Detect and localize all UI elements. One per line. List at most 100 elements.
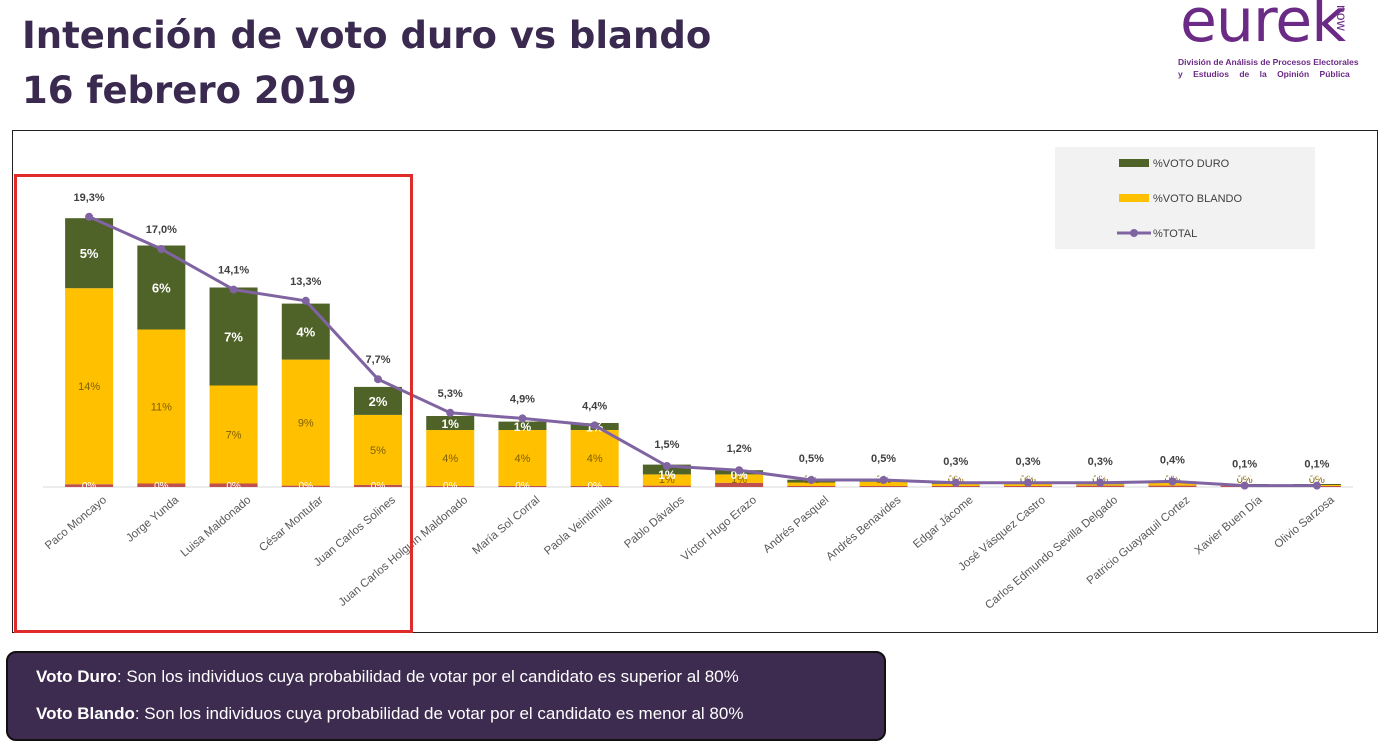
title-line-2: 16 febrero 2019 <box>22 69 357 112</box>
legend-box <box>1055 147 1315 249</box>
total-line <box>88 215 1317 488</box>
x-tick-label: Olivio Sarzosa <box>1272 494 1337 551</box>
voto-blando-label: 7% <box>226 430 242 442</box>
definition-voto-duro: Voto Duro: Son los individuos cuya proba… <box>36 667 739 687</box>
x-tick-label: Andrés Benavides <box>824 494 903 563</box>
chart-frame: 0% 14% 5% 0% 11% 6% 0% 7% 7% 0% 9% 4% 0% 5% 2% 0% 4% 1% 0%… <box>12 130 1378 633</box>
voto-duro-label: 0% <box>1236 468 1254 482</box>
definition-voto-blando: Voto Blando: Son los individuos cuya pro… <box>36 704 743 724</box>
total-point <box>590 421 599 430</box>
x-tick-label: Víctor Hugo Erazo <box>679 494 759 564</box>
legend-label-total: %TOTAL <box>1153 228 1197 240</box>
x-tick-label: Paola Veintimilla <box>542 494 615 558</box>
total-label: 5,3% <box>438 388 463 400</box>
vote-intention-chart: 0% 14% 5% 0% 11% 6% 0% 7% 7% 0% 9% 4% 0% 5% 2% 0% 4% 1% 0%… <box>43 147 1353 612</box>
total-point <box>1168 477 1177 486</box>
voto-blando-label: 4% <box>587 453 603 465</box>
base-label: 0% <box>443 481 458 492</box>
total-point <box>879 476 888 484</box>
logo-now: now <box>1334 5 1350 31</box>
voto-duro-label: 6% <box>152 281 171 296</box>
voto-duro-label: 1% <box>658 468 676 482</box>
total-point <box>157 245 166 253</box>
bar-voto-blando <box>281 359 330 486</box>
base-label: 0% <box>371 481 386 492</box>
x-tick-label: Carlos Edmundo Sevilla Delgado <box>983 494 1120 612</box>
bar-base-segment <box>715 482 764 487</box>
legend-swatch-blando <box>1119 194 1149 202</box>
legend-swatch-duro <box>1119 159 1149 167</box>
base-label: 0% <box>515 481 530 492</box>
x-tick-label: Edgar Jácome <box>911 494 976 551</box>
total-label: 4,4% <box>582 400 607 412</box>
total-point <box>1240 481 1249 490</box>
total-label: 4,9% <box>510 393 535 405</box>
bar-base-segment <box>570 486 619 487</box>
bar-base-segment <box>859 486 908 487</box>
voto-blando-label: 5% <box>370 445 386 457</box>
bar-voto-duro <box>65 218 114 289</box>
bar-base-segment <box>1148 485 1197 487</box>
voto-blando-label: 14% <box>78 381 100 393</box>
total-point <box>446 408 455 417</box>
voto-duro-label: 2% <box>369 394 388 409</box>
total-label: 19,3% <box>74 192 105 204</box>
total-label: 14,1% <box>218 265 249 277</box>
bar-base-segment <box>787 486 836 487</box>
voto-duro-label: 0% <box>1164 468 1182 482</box>
total-label: 13,3% <box>290 276 321 288</box>
total-point <box>735 466 744 475</box>
bar-base-segment <box>426 486 475 487</box>
logo-wordmark: eurek <box>1180 0 1346 56</box>
bar-voto-duro <box>354 386 402 415</box>
total-point <box>1096 478 1105 487</box>
definition-text: : Son los individuos cuya probabilidad d… <box>116 667 739 686</box>
total-label: 0,1% <box>1304 459 1329 471</box>
voto-blando-label: 0% <box>1237 474 1253 486</box>
voto-duro-label: 0% <box>1092 468 1110 482</box>
base-label: 0% <box>82 481 97 492</box>
total-label: 1,5% <box>654 439 679 451</box>
base-label: 0% <box>154 481 169 492</box>
voto-duro-label: 7% <box>224 330 243 345</box>
voto-blando-label: 1% <box>731 474 747 486</box>
total-label: 0,3% <box>943 456 968 468</box>
bar-voto-blando <box>715 474 764 483</box>
total-point <box>1024 478 1032 487</box>
bar-voto-blando <box>209 385 258 484</box>
bar-base-segment <box>354 484 402 487</box>
total-label: 0,3% <box>1015 456 1040 468</box>
bar-voto-duro <box>498 421 547 430</box>
bar-voto-blando <box>65 288 114 485</box>
total-point <box>807 476 816 484</box>
total-point <box>662 462 671 470</box>
bar-voto-duro <box>281 303 330 360</box>
total-label: 0,3% <box>1088 456 1113 468</box>
total-point <box>229 285 238 294</box>
definition-term: Voto Duro <box>36 667 117 686</box>
definitions-box: Voto Duro: Son los individuos cuya proba… <box>6 651 886 741</box>
bar-voto-blando <box>642 474 691 486</box>
bar-voto-blando <box>570 430 619 486</box>
voto-blando-label: 9% <box>298 418 314 430</box>
voto-duro-label: 4% <box>296 325 315 340</box>
bar-voto-duro <box>426 416 475 430</box>
bar-voto-blando <box>137 329 186 484</box>
bar-base-segment <box>642 485 691 487</box>
voto-blando-label: 11% <box>151 402 172 414</box>
legend-marker-total <box>1130 229 1138 237</box>
voto-blando-label: 0% <box>1309 474 1325 486</box>
voto-duro-label: 1% <box>514 420 532 434</box>
x-tick-label: Andrés Pasquel <box>761 494 831 555</box>
voto-duro-label: 1% <box>442 417 460 431</box>
definition-text: : Son los individuos cuya probabilidad d… <box>134 704 744 723</box>
x-tick-label: Xavier Buen Día <box>1193 494 1265 557</box>
bar-voto-blando <box>354 414 402 485</box>
total-point <box>1312 481 1321 490</box>
base-label: 0% <box>226 481 241 492</box>
bar-voto-blando <box>498 430 547 486</box>
voto-duro-label: 0% <box>1019 468 1037 482</box>
total-label: 1,2% <box>727 443 752 455</box>
total-label: 0,4% <box>1160 454 1185 466</box>
total-point <box>301 296 310 305</box>
